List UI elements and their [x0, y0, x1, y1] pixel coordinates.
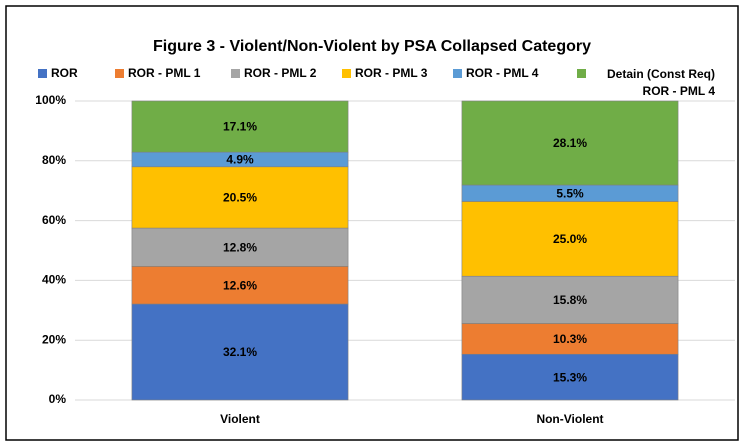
legend-swatch: [38, 69, 47, 78]
legend-label: ROR: [51, 66, 78, 80]
legend-label: ROR - PML 3: [355, 66, 428, 80]
bar-segment: [131, 100, 349, 153]
data-label: 5.5%: [556, 186, 584, 200]
legend-label: ROR - PML 1: [128, 66, 201, 80]
data-label: 10.3%: [553, 332, 587, 346]
bar-segment: [461, 353, 679, 401]
legend-item: Detain (Const Req) ROR - PML 4: [577, 66, 727, 100]
legend-label: Detain (Const Req) ROR - PML 4: [607, 67, 715, 98]
legend-item: ROR - PML 3: [342, 66, 427, 80]
data-label: 4.9%: [226, 153, 254, 167]
bar-segment: [461, 100, 679, 186]
y-tick-label: 20%: [42, 332, 66, 346]
bar-segment: [131, 227, 349, 267]
bar-segment: [131, 303, 349, 401]
bar-segment: [461, 201, 679, 277]
legend-swatch: [577, 69, 586, 78]
legend-swatch: [342, 69, 351, 78]
y-tick-label: 80%: [42, 153, 66, 167]
x-tick-label: Non-Violent: [536, 412, 603, 426]
bar-segment: [461, 275, 679, 324]
data-label: 17.1%: [223, 120, 257, 134]
data-label: 12.6%: [223, 278, 257, 292]
legend-item: ROR - PML 4: [453, 66, 538, 80]
data-label: 28.1%: [553, 136, 587, 150]
y-tick-label: 60%: [42, 213, 66, 227]
y-tick-label: 0%: [49, 392, 67, 406]
bar-segment: [131, 266, 349, 305]
data-label: 25.0%: [553, 232, 587, 246]
bar-segment: [461, 323, 679, 355]
data-label: 20.5%: [223, 191, 257, 205]
legend-swatch: [453, 69, 462, 78]
y-tick-label: 40%: [42, 273, 66, 287]
data-label: 12.8%: [223, 240, 257, 254]
legend-swatch: [115, 69, 124, 78]
legend-swatch: [231, 69, 240, 78]
legend-item: ROR - PML 1: [115, 66, 200, 80]
y-tick-label: 100%: [35, 93, 66, 107]
legend-item: ROR: [38, 66, 78, 80]
legend-item: ROR - PML 2: [231, 66, 316, 80]
bar-segment: [131, 166, 349, 229]
legend-label: ROR - PML 4: [466, 66, 539, 80]
data-label: 32.1%: [223, 345, 257, 359]
data-label: 15.8%: [553, 293, 587, 307]
x-tick-label: Violent: [220, 412, 260, 426]
chart-title: Figure 3 - Violent/Non-Violent by PSA Co…: [153, 38, 591, 55]
data-label: 15.3%: [553, 370, 587, 384]
legend-label: ROR - PML 2: [244, 66, 317, 80]
